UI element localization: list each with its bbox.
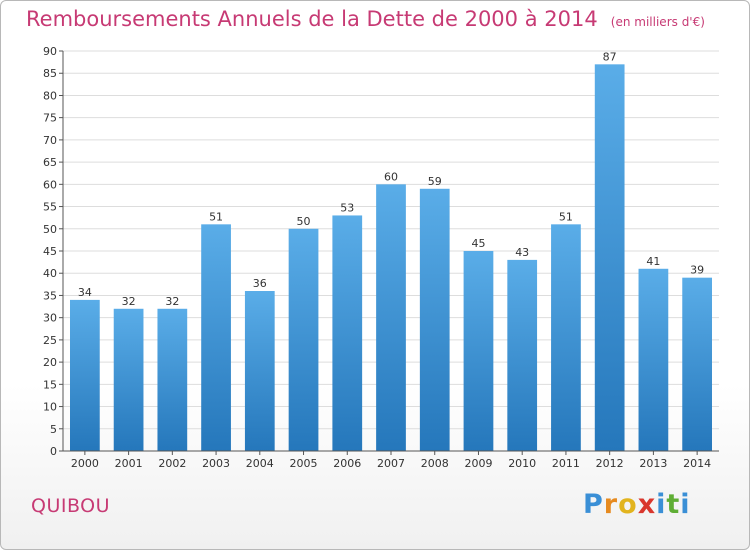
brand-logo: Proxiti [583,489,691,520]
data-label-2003: 51 [209,210,223,223]
bar-2014 [682,277,713,451]
y-tick-label: 40 [43,267,57,280]
data-label-2010: 43 [515,246,529,259]
data-label-2001: 32 [122,295,136,308]
data-label-2009: 45 [471,237,485,250]
data-label-2014: 39 [690,264,704,277]
x-tick-label-2013: 2013 [639,457,667,470]
data-label-2011: 51 [559,210,573,223]
brand-letter: P [583,489,604,520]
bar-2010 [507,259,538,451]
brand-letter: i [656,489,667,520]
data-label-2005: 50 [297,215,311,228]
bar-2008 [419,188,450,451]
brand-letter: o [618,489,638,520]
y-tick-label: 75 [43,112,57,125]
x-tick-label-2012: 2012 [596,457,624,470]
brand-letter: t [666,489,681,520]
y-tick-label: 0 [50,445,57,458]
x-tick-label-2007: 2007 [377,457,405,470]
y-tick-label: 55 [43,201,57,214]
axes [59,50,719,455]
bar-2001 [113,308,144,451]
chart-title: Remboursements Annuels de la Dette de 20… [26,7,598,31]
title-row: Remboursements Annuels de la Dette de 20… [26,7,705,31]
bar-2004 [244,291,275,451]
bars [69,64,713,452]
x-tick-label-2008: 2008 [421,457,449,470]
y-tick-label: 45 [43,245,57,258]
data-label-2000: 34 [78,286,92,299]
y-tick-label: 10 [43,401,57,414]
bar-2006 [332,215,363,451]
labels: 0 5 10 15 20 25 30 35 40 45 50 55 60 65 70 75 80 85 90 34 20… [43,45,711,470]
y-tick-label: 90 [43,45,57,58]
bar-2009 [463,251,494,451]
brand-letter: x [637,489,657,520]
y-tick-label: 20 [43,356,57,369]
y-tick-label: 85 [43,67,57,80]
x-tick-label-2011: 2011 [552,457,580,470]
x-tick-label-2006: 2006 [333,457,361,470]
chart-subtitle: (en milliers d'€) [610,15,705,29]
bar-2003 [201,224,231,451]
y-tick-label: 70 [43,134,57,147]
bar-2000 [69,299,100,451]
brand-letter: i [680,489,691,520]
x-tick-label-2014: 2014 [683,457,711,470]
data-label-2012: 87 [603,50,617,63]
x-tick-label-2010: 2010 [508,457,536,470]
x-tick-label-2003: 2003 [202,457,230,470]
y-tick-label: 15 [43,378,57,391]
x-tick-label-2002: 2002 [158,457,186,470]
bar-2013 [638,268,669,451]
y-tick-label: 50 [43,223,57,236]
y-tick-label: 35 [43,289,57,302]
data-label-2007: 60 [384,170,398,183]
x-tick-label-2005: 2005 [290,457,318,470]
commune-name: QUIBOU [31,495,111,517]
y-tick-label: 60 [43,178,57,191]
x-tick-label-2009: 2009 [464,457,492,470]
y-tick-label: 25 [43,334,57,347]
bar-2002 [157,308,188,451]
bar-2005 [288,228,319,451]
data-label-2002: 32 [165,295,179,308]
data-label-2006: 53 [340,201,354,214]
data-label-2004: 36 [253,277,267,290]
x-tick-label-2001: 2001 [115,457,143,470]
bar-2011 [551,224,581,451]
data-label-2013: 41 [646,255,660,268]
x-tick-label-2000: 2000 [71,457,99,470]
bar-2012 [594,64,625,452]
x-tick-label-2004: 2004 [246,457,274,470]
y-tick-label: 80 [43,89,57,102]
data-label-2008: 59 [428,175,442,188]
y-tick-label: 65 [43,156,57,169]
brand-letter: r [603,489,619,520]
y-tick-label: 30 [43,312,57,325]
bar-2007 [376,184,406,452]
y-tick-label: 5 [50,423,57,436]
